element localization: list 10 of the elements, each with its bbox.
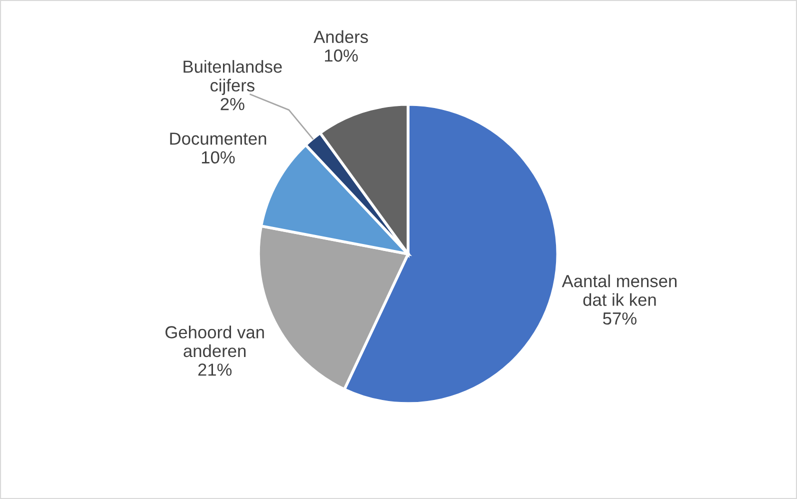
data-label: 57% [603,312,636,325]
slice-label: Anders [314,30,368,44]
data-label: 10% [202,151,235,164]
data-label: 21% [198,364,232,376]
data-label: 2% [220,98,244,110]
slice-label: Gehoord van anderen [166,326,264,358]
data-label: 10% [324,49,358,62]
slice-label: Aantal mensen dat ik ken [562,274,677,306]
slice-label: Documenten [170,132,266,145]
slice-label: Buitenlandse cijfers [184,60,282,95]
